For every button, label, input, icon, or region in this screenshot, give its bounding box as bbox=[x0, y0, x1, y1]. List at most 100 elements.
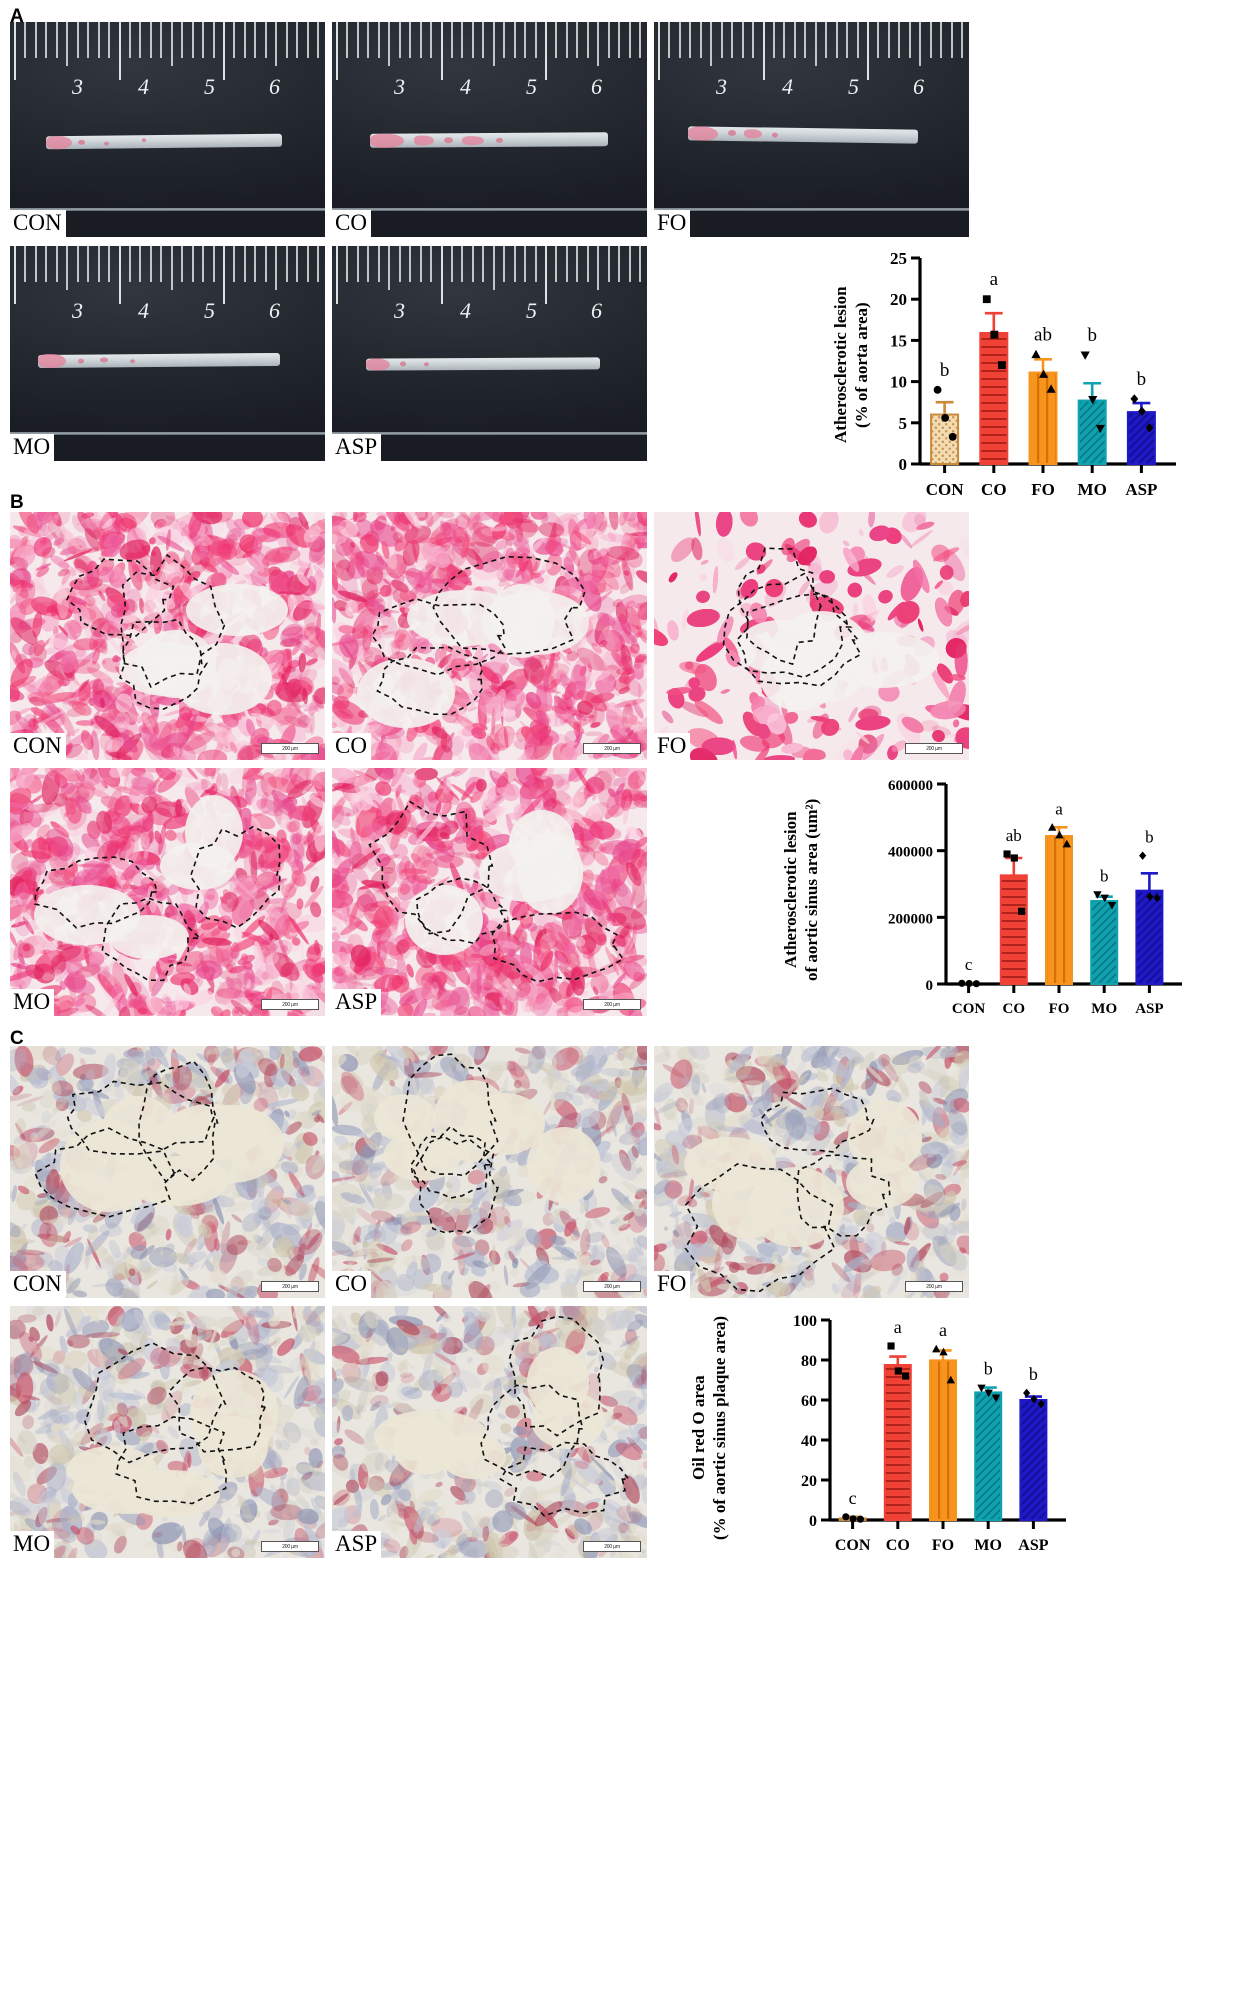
ruler-tick bbox=[419, 22, 422, 58]
lesion-blotch bbox=[77, 139, 86, 145]
bar-asp bbox=[1126, 411, 1156, 465]
ruler-tick bbox=[919, 22, 922, 66]
ruler-tick bbox=[118, 246, 121, 304]
significance-letter: b bbox=[1145, 828, 1154, 847]
lesion-blotch bbox=[369, 133, 405, 148]
chart-b-ylabel: Atherosclerotic lesion of aortic sinus a… bbox=[781, 798, 821, 982]
significance-letter: b bbox=[940, 360, 950, 381]
tile-label-mo: MO bbox=[10, 433, 55, 461]
data-point bbox=[849, 1515, 857, 1523]
ruler-tick bbox=[607, 246, 610, 282]
ruler-tick bbox=[377, 246, 380, 282]
ruler-tick bbox=[668, 22, 671, 58]
ruler-tick bbox=[285, 246, 288, 282]
data-point bbox=[1146, 892, 1154, 901]
ruler-tick bbox=[264, 246, 267, 282]
data-point bbox=[1107, 901, 1117, 910]
significance-letter: b bbox=[1087, 325, 1097, 346]
data-point bbox=[842, 1513, 850, 1521]
scale-bar-co: 200 µm bbox=[583, 1281, 641, 1292]
he-background bbox=[332, 768, 647, 1016]
ruler-tick bbox=[243, 246, 246, 282]
ruler-tick bbox=[243, 22, 246, 58]
data-point bbox=[902, 1372, 910, 1380]
ruler-tick bbox=[607, 22, 610, 58]
ruler-tick bbox=[639, 246, 642, 282]
ruler-number: 6 bbox=[913, 74, 924, 99]
y-tick-label: 25 bbox=[890, 249, 907, 268]
data-point bbox=[1037, 1399, 1045, 1409]
lesion-blotch bbox=[37, 353, 67, 369]
ruler-tick bbox=[336, 22, 338, 80]
bar-co bbox=[999, 874, 1028, 985]
ruler-tick bbox=[628, 246, 631, 282]
tile-label-asp: ASP bbox=[332, 433, 382, 461]
photo-background bbox=[332, 22, 647, 237]
data-point bbox=[1003, 850, 1011, 858]
tile-label-asp: ASP bbox=[332, 988, 382, 1016]
y-tick-label: 600000 bbox=[888, 778, 933, 794]
y-tick-label: 0 bbox=[899, 455, 908, 474]
y-tick-label: 40 bbox=[801, 1433, 817, 1450]
ruler-tick bbox=[929, 22, 932, 58]
ruler-tick bbox=[223, 22, 225, 80]
ruler-tick bbox=[825, 22, 828, 58]
aorta-image-fo: 3 4 5 6 FO bbox=[654, 22, 969, 237]
ruler-fo: 3 4 5 6 bbox=[654, 22, 969, 108]
ruler-tick bbox=[720, 22, 723, 58]
data-point bbox=[958, 979, 966, 987]
ruler-tick bbox=[835, 22, 838, 58]
ruler-tick bbox=[492, 22, 495, 66]
ruler-tick bbox=[367, 246, 370, 282]
aorta-image-co: 3 4 5 6 CO bbox=[332, 22, 647, 237]
ruler-tick bbox=[356, 246, 359, 282]
photo-background bbox=[332, 246, 647, 461]
ruler-number: 4 bbox=[782, 74, 793, 99]
scale-bar-asp: 200 µm bbox=[583, 1541, 641, 1552]
y-tick-label: 80 bbox=[801, 1353, 817, 1370]
data-point bbox=[1010, 854, 1018, 862]
ruler-tick bbox=[285, 22, 288, 58]
aorta-image-mo: 3 4 5 6 MO bbox=[10, 246, 325, 461]
ruler-tick bbox=[212, 22, 215, 58]
histology-he-mo: 200 µm MO bbox=[10, 768, 325, 1016]
significance-letter: b bbox=[1100, 867, 1109, 886]
ruler-tick bbox=[149, 246, 152, 282]
x-tick-label-mo: MO bbox=[974, 1537, 1002, 1554]
bar-fo bbox=[1045, 835, 1073, 985]
bar-mo bbox=[1090, 900, 1119, 985]
bar-mo bbox=[1077, 399, 1107, 466]
ruler-tick bbox=[34, 22, 37, 58]
ruler-tick bbox=[76, 246, 79, 282]
ruler-tick bbox=[202, 22, 205, 58]
aorta-image-con: 3 4 5 6 CON bbox=[10, 22, 325, 237]
ruler-tick bbox=[191, 22, 194, 58]
ruler-number: 5 bbox=[526, 298, 537, 323]
ruler-tick bbox=[576, 246, 579, 282]
significance-letter: b bbox=[984, 1359, 993, 1379]
ruler-number: 6 bbox=[269, 74, 280, 99]
he-background bbox=[654, 512, 969, 760]
data-point bbox=[948, 432, 957, 441]
ruler-number: 5 bbox=[526, 74, 537, 99]
ruler-tick bbox=[678, 22, 681, 58]
ruler-tick bbox=[762, 22, 765, 80]
he-background bbox=[332, 512, 647, 760]
stage-edge-line bbox=[332, 208, 647, 211]
histology-orо-con: 200 µm CON bbox=[10, 1046, 325, 1298]
ruler-tick bbox=[961, 22, 964, 58]
stage-edge-line bbox=[10, 208, 325, 211]
significance-letter: b bbox=[1029, 1364, 1038, 1384]
data-point bbox=[1095, 424, 1105, 434]
ruler-tick bbox=[191, 246, 194, 282]
chart-c-ylabel: Oil red O area (% of aortic sinus plaque… bbox=[689, 1316, 729, 1540]
ruler-tick bbox=[317, 246, 320, 282]
data-point bbox=[1130, 394, 1139, 404]
ruler-number: 4 bbox=[460, 298, 471, 323]
ruler-tick bbox=[45, 246, 48, 282]
tile-label-co: CO bbox=[332, 209, 371, 237]
photo-background bbox=[10, 22, 325, 237]
ruler-tick bbox=[898, 22, 901, 58]
y-tick-label: 0 bbox=[809, 1513, 817, 1530]
histology-he-fo: 200 µm FO bbox=[654, 512, 969, 760]
